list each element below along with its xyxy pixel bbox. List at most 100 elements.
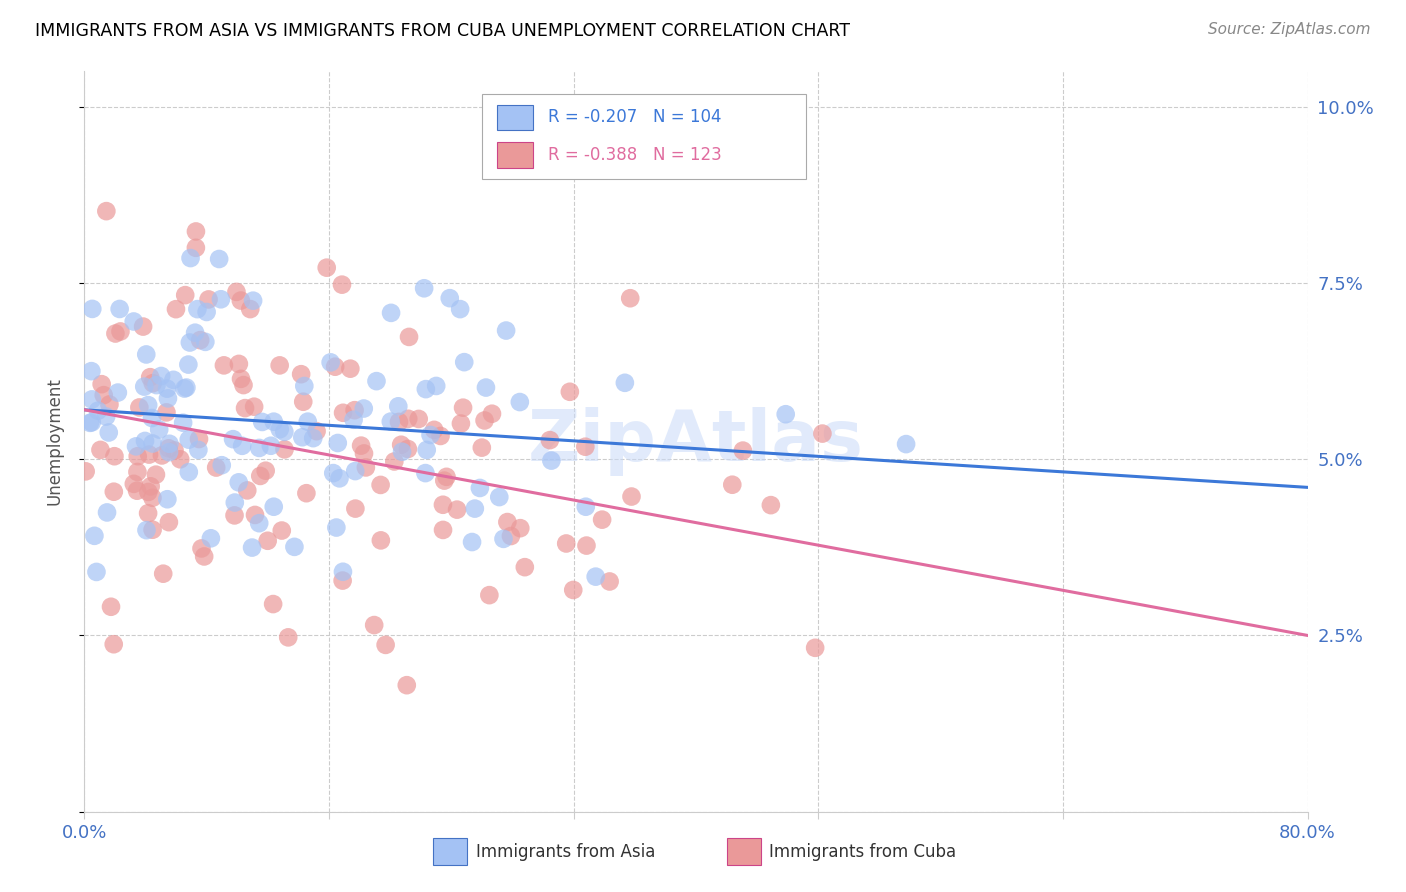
- Text: Source: ZipAtlas.com: Source: ZipAtlas.com: [1208, 22, 1371, 37]
- Point: [344, 464, 367, 478]
- Point: [395, 678, 418, 692]
- Point: [291, 430, 314, 444]
- Point: [495, 324, 517, 338]
- Point: [555, 536, 578, 550]
- Point: [389, 438, 412, 452]
- Point: [396, 442, 419, 456]
- Point: [419, 428, 441, 442]
- Point: [432, 498, 454, 512]
- Point: [184, 241, 207, 255]
- Point: [222, 432, 245, 446]
- Point: [439, 291, 461, 305]
- Point: [247, 516, 270, 531]
- Point: [396, 411, 419, 425]
- Point: [558, 384, 581, 399]
- Bar: [496, 142, 533, 168]
- Point: [157, 515, 180, 529]
- Point: [277, 631, 299, 645]
- Point: [96, 204, 118, 219]
- Point: [80, 364, 103, 378]
- Point: [263, 500, 285, 514]
- Point: [260, 439, 283, 453]
- Point: [453, 355, 475, 369]
- Point: [247, 441, 270, 455]
- Point: [353, 446, 375, 460]
- Point: [295, 486, 318, 500]
- Text: IMMIGRANTS FROM ASIA VS IMMIGRANTS FROM CUBA UNEMPLOYMENT CORRELATION CHART: IMMIGRANTS FROM ASIA VS IMMIGRANTS FROM …: [35, 22, 851, 40]
- Point: [575, 539, 598, 553]
- Point: [270, 524, 292, 538]
- Point: [122, 314, 145, 328]
- Point: [269, 422, 291, 436]
- Point: [243, 400, 266, 414]
- Point: [103, 484, 125, 499]
- Point: [138, 448, 160, 462]
- Point: [211, 458, 233, 473]
- Point: [172, 416, 194, 430]
- Point: [496, 515, 519, 529]
- Point: [136, 506, 159, 520]
- Point: [562, 582, 585, 597]
- Point: [86, 565, 108, 579]
- Point: [162, 373, 184, 387]
- Point: [128, 401, 150, 415]
- Point: [415, 382, 437, 396]
- Point: [139, 479, 162, 493]
- Point: [148, 423, 170, 437]
- Point: [125, 439, 148, 453]
- Point: [75, 464, 97, 478]
- Point: [228, 357, 250, 371]
- Point: [122, 476, 145, 491]
- Point: [136, 398, 159, 412]
- Point: [464, 501, 486, 516]
- Point: [416, 442, 439, 457]
- Text: R = -0.207   N = 104: R = -0.207 N = 104: [548, 109, 721, 127]
- Point: [138, 484, 160, 499]
- Point: [575, 500, 598, 514]
- Point: [233, 401, 256, 416]
- Point: [415, 466, 437, 480]
- Point: [339, 361, 361, 376]
- Point: [157, 445, 180, 459]
- Point: [108, 301, 131, 316]
- Point: [195, 305, 218, 319]
- Point: [174, 288, 197, 302]
- Point: [613, 376, 636, 390]
- Point: [540, 453, 562, 467]
- Point: [127, 449, 149, 463]
- Point: [150, 369, 173, 384]
- Point: [380, 306, 402, 320]
- Point: [353, 401, 375, 416]
- Point: [152, 566, 174, 581]
- Point: [398, 330, 420, 344]
- Bar: [727, 838, 761, 865]
- Point: [194, 334, 217, 349]
- Point: [325, 520, 347, 534]
- Point: [429, 429, 451, 443]
- Point: [273, 442, 295, 457]
- Point: [425, 379, 447, 393]
- Point: [254, 464, 277, 478]
- Point: [302, 431, 325, 445]
- Point: [775, 407, 797, 421]
- Point: [413, 281, 436, 295]
- Point: [127, 483, 149, 498]
- Point: [228, 475, 250, 490]
- Point: [224, 508, 246, 523]
- Point: [141, 491, 163, 505]
- Point: [256, 533, 278, 548]
- Point: [509, 521, 531, 535]
- Point: [163, 443, 186, 458]
- Point: [173, 382, 195, 396]
- Point: [145, 467, 167, 482]
- Point: [159, 437, 181, 451]
- Point: [619, 291, 641, 305]
- Point: [79, 416, 101, 430]
- Text: R = -0.388   N = 123: R = -0.388 N = 123: [548, 146, 721, 164]
- Point: [127, 465, 149, 479]
- Point: [332, 574, 354, 588]
- Point: [620, 490, 643, 504]
- Point: [205, 460, 228, 475]
- Point: [96, 505, 118, 519]
- Point: [177, 433, 200, 447]
